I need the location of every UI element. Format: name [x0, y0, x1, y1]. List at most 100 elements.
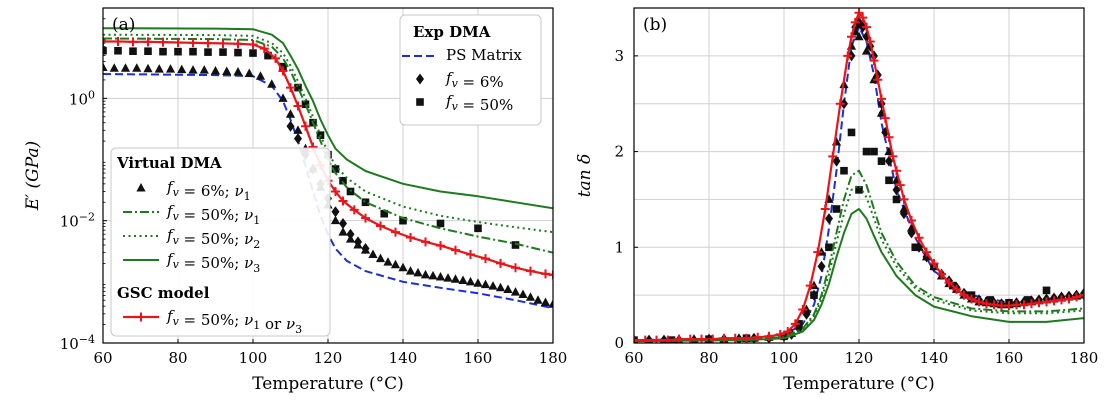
point-gsc_fv50-6 [188, 38, 198, 48]
point-gsc_fv50-32 [496, 258, 505, 268]
point-gsc_fv50-29 [869, 56, 879, 66]
point-exp_fv50-26 [511, 241, 520, 249]
point-gsc_fv50-44 [952, 284, 961, 294]
point-exp_fv50-4 [159, 47, 167, 56]
line-vdma_fv50_nu1 [103, 37, 553, 254]
legend-title-gsc: GSC model [117, 284, 210, 302]
point-exp_fv50-23 [1023, 296, 1032, 304]
point-vdma_fv6_nu1-15 [267, 79, 277, 88]
series-group [103, 27, 553, 310]
legend-label: fv = 50%; ν1 [166, 202, 260, 227]
point-vdma_fv6_nu1-37 [435, 271, 446, 281]
point-gsc_fv50-29 [451, 245, 460, 255]
point-gsc_fv50-35 [541, 269, 550, 279]
point-vdma_fv6_nu1-3 [132, 63, 142, 72]
point-vdma_fv6_nu1-50 [533, 295, 543, 304]
point-gsc_fv50-24 [376, 221, 385, 231]
point-gsc_fv50-22 [349, 205, 359, 215]
point-exp_fv50-3 [144, 47, 152, 55]
line-vdma_fv50_nu2 [634, 184, 1084, 343]
legend-label: fv = 50% [445, 92, 513, 114]
point-gsc_fv50-46 [967, 294, 976, 304]
point-gsc_fv50-13 [775, 329, 785, 339]
series-group [634, 8, 1084, 343]
legend-label: fv = 6% [445, 69, 504, 91]
legend-label: fv = 6%; ν1 [166, 178, 251, 203]
point-vdma_fv6_nu1-6 [165, 64, 176, 73]
point-gsc_fv50-16 [301, 121, 310, 131]
point-gsc_fv50-16 [798, 305, 808, 314]
point-vdma_fv6_nu1-18 [293, 125, 303, 134]
point-vdma_fv6_nu1-49 [525, 292, 536, 301]
point-gsc_fv50-33 [884, 132, 894, 142]
point-gsc_fv50-15 [790, 319, 800, 329]
point-gsc_fv50-17 [805, 281, 815, 291]
y-tick-label: 3 [614, 47, 624, 65]
point-vdma_fv6_nu1-4 [143, 63, 153, 73]
legend-marker [416, 98, 424, 106]
point-vdma_fv6_nu1-41 [465, 276, 476, 286]
x-tick-label: 180 [1070, 349, 1099, 367]
point-gsc_fv50-2 [128, 37, 138, 47]
point-gsc_fv50-10 [742, 333, 751, 343]
point-vdma_fv6_nu1-48 [518, 289, 528, 299]
point-vdma_fv6_nu1-26 [353, 240, 363, 249]
series-vdma_fv50_nu3 [634, 208, 1084, 343]
point-gsc_fv50-3 [143, 37, 153, 47]
point-vdma_fv6_nu1-25 [345, 234, 356, 243]
point-gsc_fv50-31 [877, 94, 886, 104]
point-exp_fv6-6 [331, 206, 340, 218]
point-vdma_fv6_nu1-22 [861, 46, 872, 55]
point-exp_fv50-8 [219, 48, 227, 56]
point-exp_fv50-13 [870, 147, 878, 156]
point-gsc_fv50-38 [907, 215, 916, 225]
point-exp_fv50-24 [436, 219, 445, 228]
point-gsc_fv50-11 [753, 332, 763, 342]
point-exp_fv50-17 [911, 243, 920, 252]
point-gsc_fv50-18 [813, 247, 823, 257]
point-gsc_fv50-39 [914, 233, 924, 243]
point-exp_fv50-14 [877, 157, 886, 165]
point-vdma_fv6_nu1-32 [398, 262, 408, 272]
point-gsc_fv50-40 [922, 247, 931, 257]
point-vdma_fv6_nu1-31 [390, 259, 401, 269]
point-gsc_fv50-34 [888, 151, 898, 161]
point-gsc_fv50-23 [361, 213, 370, 223]
point-gsc_fv50-27 [421, 237, 430, 247]
point-gsc_fv50-22 [843, 51, 853, 61]
point-exp_fv50-19 [339, 176, 347, 185]
x-tick-label: 180 [539, 349, 568, 367]
point-gsc_fv50-28 [865, 37, 875, 46]
point-vdma_fv6_nu1-27 [360, 245, 371, 254]
point-gsc_fv50-26 [858, 13, 868, 23]
point-exp_fv50-21 [361, 198, 370, 207]
point-vdma_fv6_nu1-27 [899, 204, 909, 213]
point-gsc_fv50-36 [548, 270, 553, 280]
point-exp_fv50-14 [301, 100, 310, 109]
point-exp_fv6-16 [825, 213, 833, 225]
point-vdma_fv6_nu1-30 [383, 257, 393, 266]
legend-label: PS Matrix [446, 46, 522, 64]
legend-marker [136, 183, 146, 192]
point-gsc_fv50-61 [1079, 290, 1084, 300]
point-exp_fv50-6 [189, 47, 197, 56]
point-exp_fv50-25 [474, 224, 482, 233]
point-vdma_fv6_nu1-9 [199, 65, 209, 74]
point-vdma_fv6_nu1-13 [244, 68, 254, 77]
point-vdma_fv6_nu1-39 [450, 274, 461, 283]
legend-label: fv = 50%; ν1 or ν3 [166, 307, 302, 336]
point-exp_fv50-18 [331, 165, 340, 173]
point-gsc_fv50-35 [892, 166, 901, 176]
legend-label: fv = 50%; ν2 [166, 226, 260, 251]
point-gsc_fv50-2 [652, 335, 661, 343]
legend-title: Virtual DMA [116, 154, 222, 172]
point-exp_fv50-12 [862, 147, 871, 156]
point-gsc_fv50-9 [233, 39, 243, 49]
x-tick-label: 80 [699, 349, 718, 367]
point-gsc_fv50-42 [937, 269, 946, 279]
point-gsc_fv50-14 [286, 83, 295, 93]
point-exp_fv50-16 [892, 195, 901, 204]
point-gsc_fv50-8 [719, 333, 729, 343]
point-vdma_fv6_nu1-29 [914, 242, 924, 251]
point-vdma_fv6_nu1-14 [255, 71, 266, 80]
